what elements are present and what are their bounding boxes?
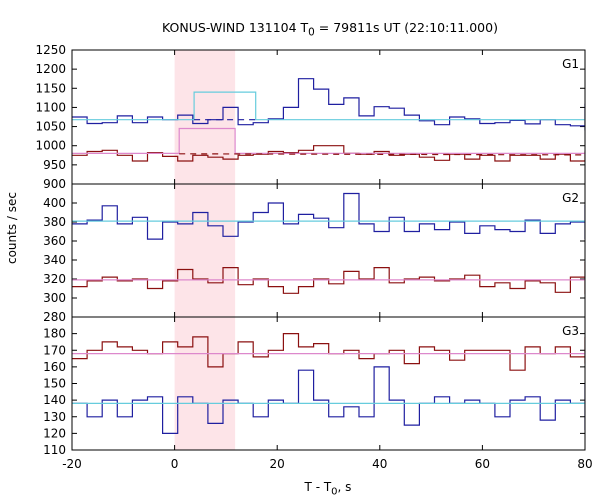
highlight-interval bbox=[174, 50, 236, 450]
background-pink-level bbox=[72, 127, 585, 154]
y-tick-label: 280 bbox=[43, 310, 66, 324]
y-tick-label: 170 bbox=[43, 343, 66, 357]
y-tick-label: 950 bbox=[43, 158, 66, 172]
y-tick-label: 360 bbox=[43, 234, 66, 248]
x-tick-label: 0 bbox=[171, 457, 179, 471]
y-tick-label: 140 bbox=[43, 393, 66, 407]
panel-label: G2 bbox=[562, 191, 579, 205]
series-blue-steps bbox=[72, 366, 585, 434]
y-tick-label: 300 bbox=[43, 291, 66, 305]
panel-label: G3 bbox=[562, 324, 579, 338]
series-red-steps bbox=[72, 261, 585, 295]
x-axis-title-rest: , s bbox=[337, 480, 352, 494]
y-tick-label: 1200 bbox=[35, 62, 66, 76]
y-tick-label: 380 bbox=[43, 215, 66, 229]
background-cyan-level bbox=[72, 91, 585, 121]
y-tick-label: 340 bbox=[43, 253, 66, 267]
y-tick-label: 150 bbox=[43, 377, 66, 391]
series-red-steps bbox=[72, 333, 585, 371]
y-tick-label: 120 bbox=[43, 426, 66, 440]
y-tick-label: 110 bbox=[43, 443, 66, 457]
y-tick-label: 160 bbox=[43, 360, 66, 374]
y-tick-label: 1000 bbox=[35, 139, 66, 153]
panel-frame bbox=[71, 316, 586, 451]
y-tick-label: 400 bbox=[43, 196, 66, 210]
y-tick-label: 900 bbox=[43, 177, 66, 191]
x-tick-label: 40 bbox=[372, 457, 387, 471]
x-axis-title-main: T - T bbox=[304, 480, 332, 494]
title-subscript: 0 bbox=[308, 26, 315, 39]
panel-frame bbox=[71, 183, 586, 318]
panel-label: G1 bbox=[562, 57, 579, 71]
x-tick-label: -20 bbox=[62, 457, 82, 471]
series-blue-steps bbox=[72, 192, 585, 240]
x-tick-label: 20 bbox=[270, 457, 285, 471]
title-main: KONUS-WIND 131104 T bbox=[162, 20, 309, 35]
x-tick-label: 80 bbox=[577, 457, 592, 471]
series-blue-steps bbox=[72, 78, 585, 131]
x-axis-title-subscript: 0 bbox=[331, 486, 338, 498]
y-tick-label: 1100 bbox=[35, 100, 66, 114]
chart-title: KONUS-WIND 131104 T0 = 79811s UT (22:10:… bbox=[0, 20, 600, 39]
fit-red-dashed bbox=[179, 153, 585, 156]
y-tick-label: 320 bbox=[43, 272, 66, 286]
title-rest: = 79811s UT (22:10:11.000) bbox=[314, 20, 498, 35]
y-tick-label: 1050 bbox=[35, 120, 66, 134]
y-tick-label: 1150 bbox=[35, 81, 66, 95]
y-tick-label: 180 bbox=[43, 327, 66, 341]
y-tick-label: 130 bbox=[43, 410, 66, 424]
x-axis-title: T - T0, s bbox=[305, 480, 352, 497]
series-red-steps bbox=[72, 145, 585, 162]
x-tick-label: 60 bbox=[475, 457, 490, 471]
y-tick-label: 1250 bbox=[35, 43, 66, 57]
